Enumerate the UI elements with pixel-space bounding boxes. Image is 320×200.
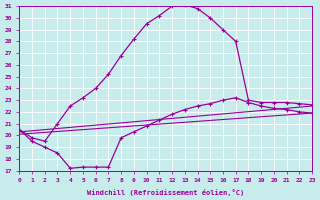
X-axis label: Windchill (Refroidissement éolien,°C): Windchill (Refroidissement éolien,°C) <box>87 189 244 196</box>
